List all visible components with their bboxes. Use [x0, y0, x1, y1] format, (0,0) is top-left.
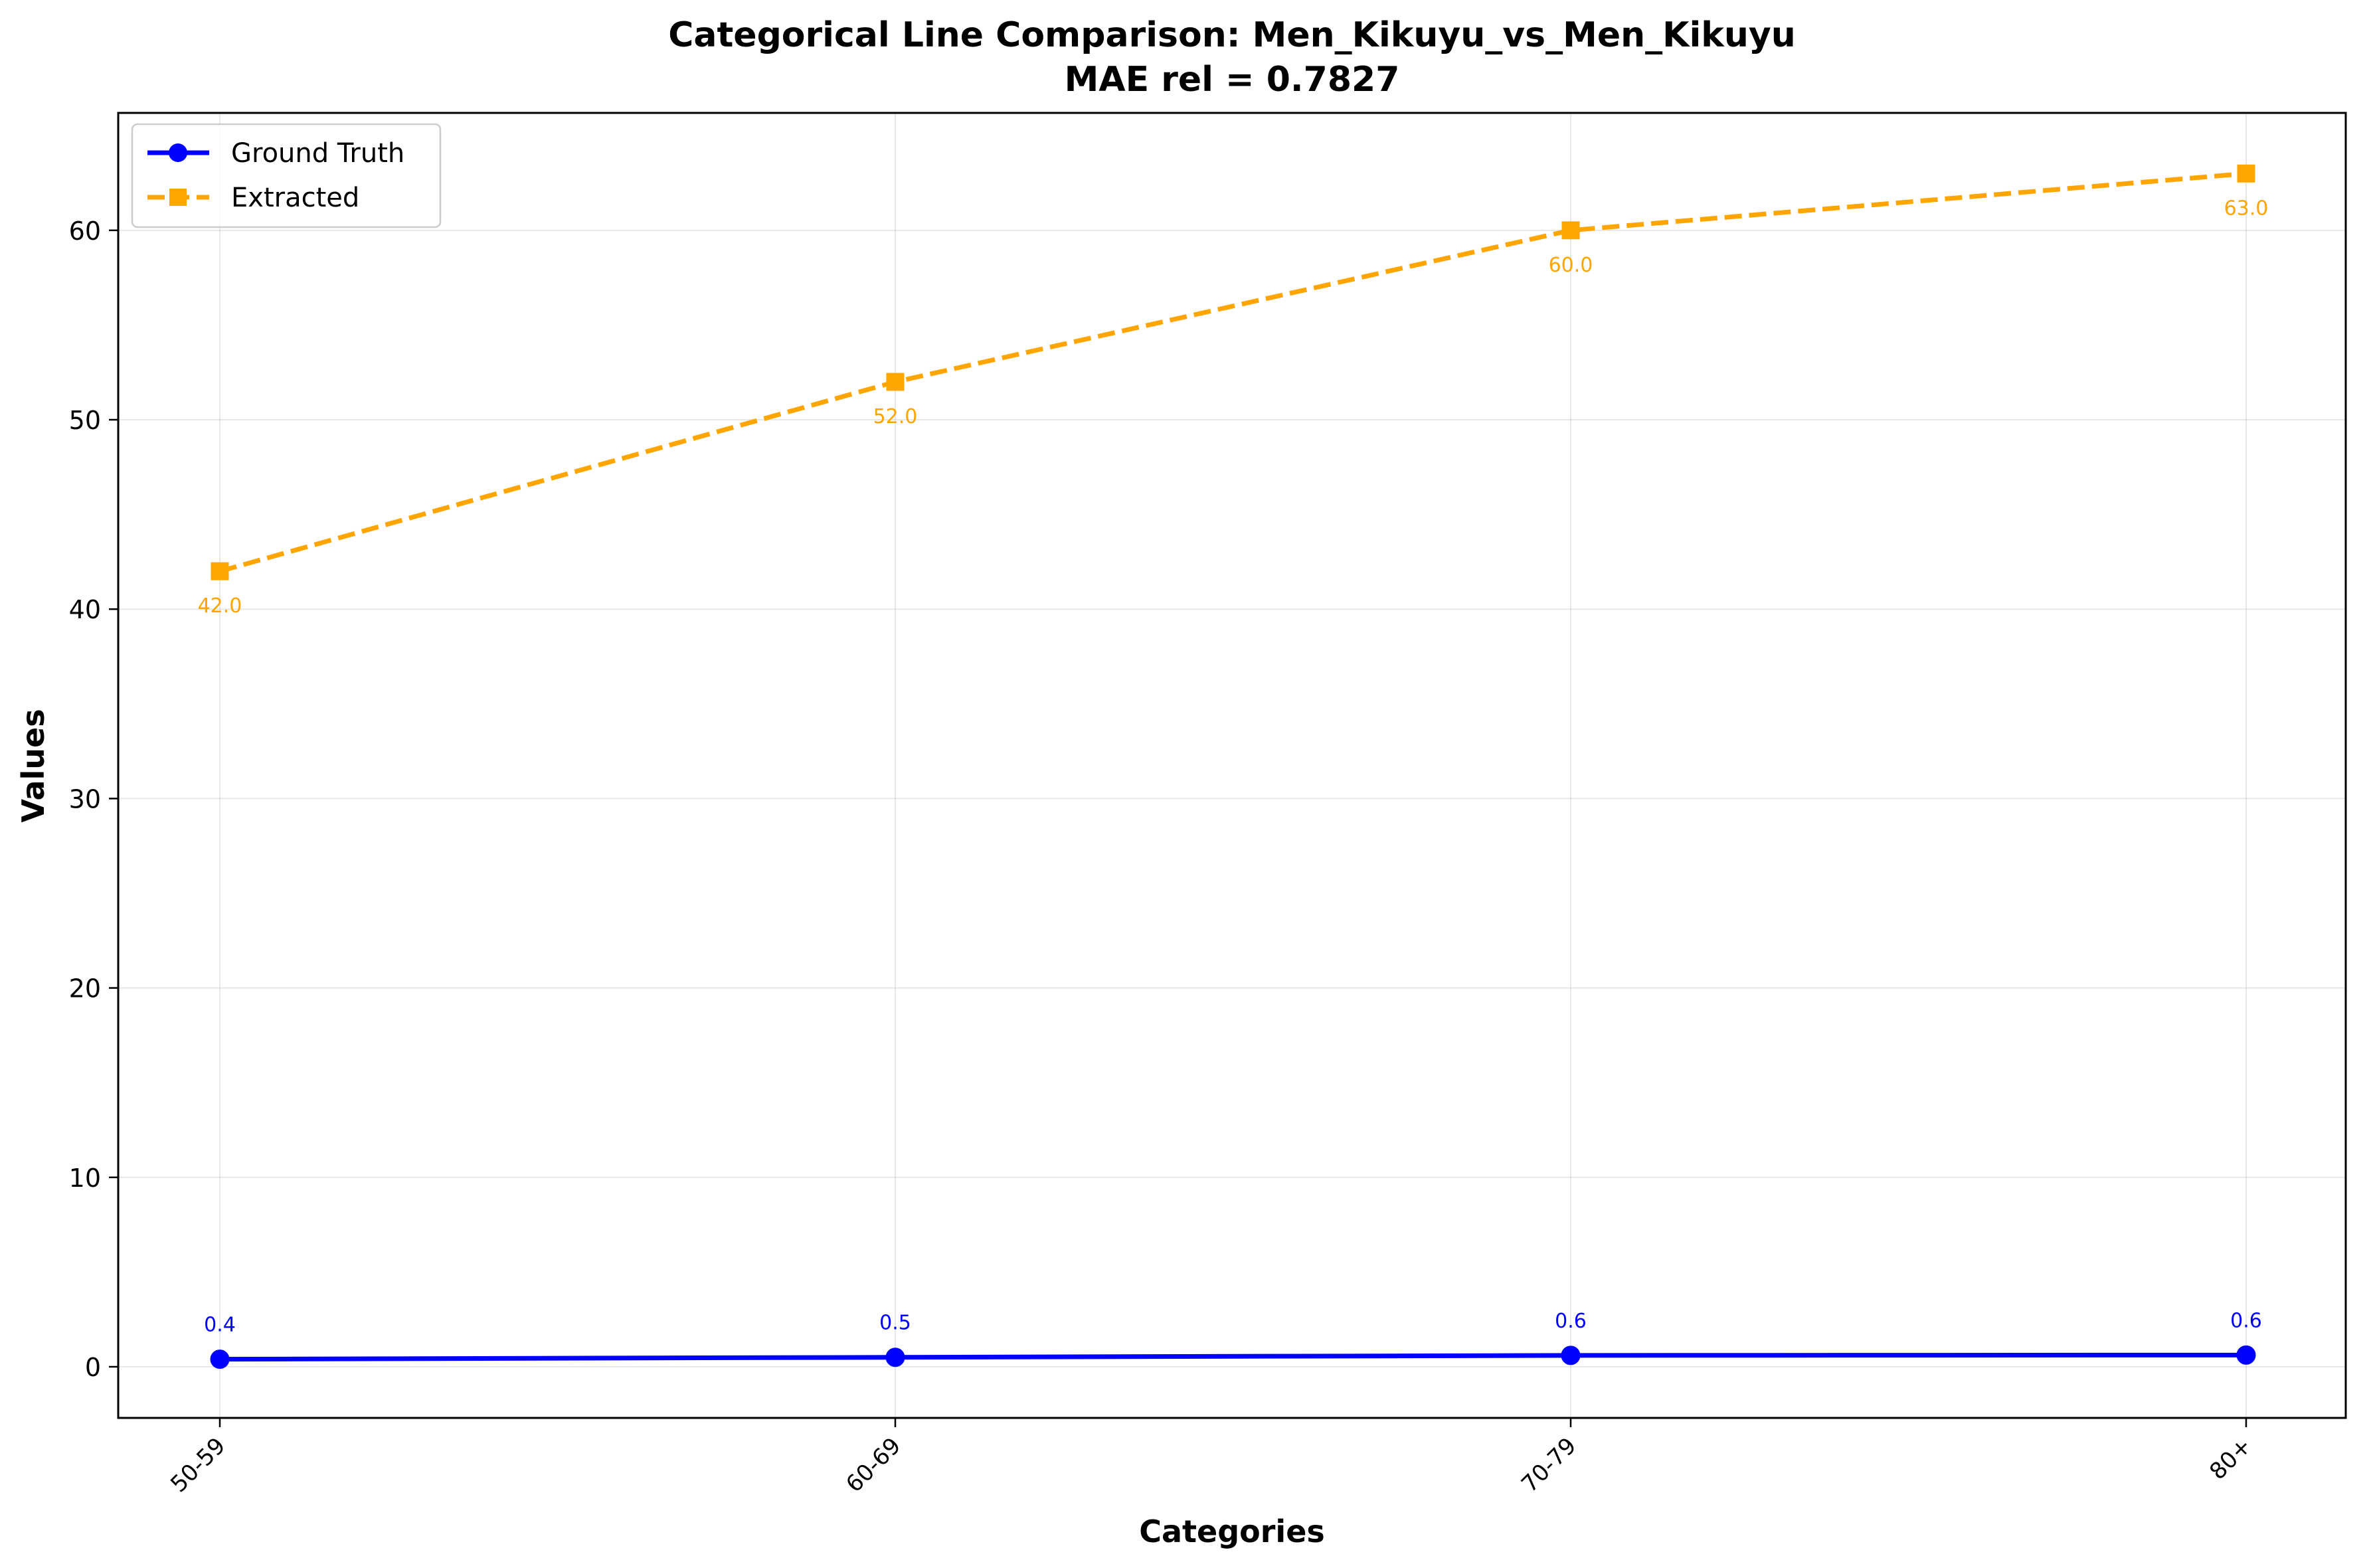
data-point	[2236, 1345, 2256, 1365]
grid-lines	[118, 113, 2346, 1418]
series-ground-truth: 0.4 0.5 0.6 0.6	[204, 1309, 2262, 1369]
data-label: 42.0	[198, 594, 242, 618]
plot-frame	[117, 112, 2347, 1419]
y-tick-label: 60	[69, 217, 101, 246]
y-axis-ticks: 0 10 20 30 40 50 60	[69, 217, 118, 1382]
data-point	[886, 373, 905, 391]
legend-box	[131, 123, 442, 228]
legend: Ground Truth Extracted	[131, 123, 442, 228]
data-label: 0.6	[2230, 1309, 2262, 1332]
legend-marker	[169, 143, 187, 162]
data-point	[211, 562, 229, 580]
y-tick-label: 40	[69, 595, 101, 624]
data-label: 63.0	[2224, 197, 2269, 220]
y-tick-label: 0	[85, 1353, 101, 1382]
data-label: 60.0	[1549, 254, 1593, 277]
data-point	[885, 1348, 905, 1367]
data-point	[210, 1350, 230, 1369]
data-label: 0.5	[879, 1312, 911, 1335]
series-line	[219, 171, 2247, 574]
chart-subtitle: MAE rel = 0.7827	[1065, 60, 1400, 100]
legend-label: Ground Truth	[231, 138, 404, 169]
data-point	[2237, 164, 2255, 183]
data-point	[1561, 221, 1580, 240]
y-tick-label: 20	[69, 974, 101, 1003]
series-extracted: 42.0 52.0 60.0 63.0	[198, 164, 2269, 618]
y-tick-label: 30	[69, 784, 101, 814]
data-label: 52.0	[873, 405, 918, 428]
y-axis-label: Values	[15, 709, 51, 822]
y-tick-label: 50	[69, 406, 101, 435]
data-point	[1561, 1346, 1581, 1365]
legend-marker	[169, 189, 187, 206]
data-label: 0.4	[204, 1314, 236, 1337]
series-line	[219, 1352, 2247, 1362]
chart-title: Categorical Line Comparison: Men_Kikuyu_…	[668, 15, 1796, 55]
legend-label: Extracted	[231, 183, 359, 213]
y-tick-label: 10	[69, 1164, 101, 1193]
x-axis-label: Categories	[1139, 1514, 1325, 1549]
series-layer: 0.4 0.5 0.6 0.6 42.0 52.0 60.0 63.0	[198, 164, 2269, 1369]
data-label: 0.6	[1555, 1310, 1587, 1333]
